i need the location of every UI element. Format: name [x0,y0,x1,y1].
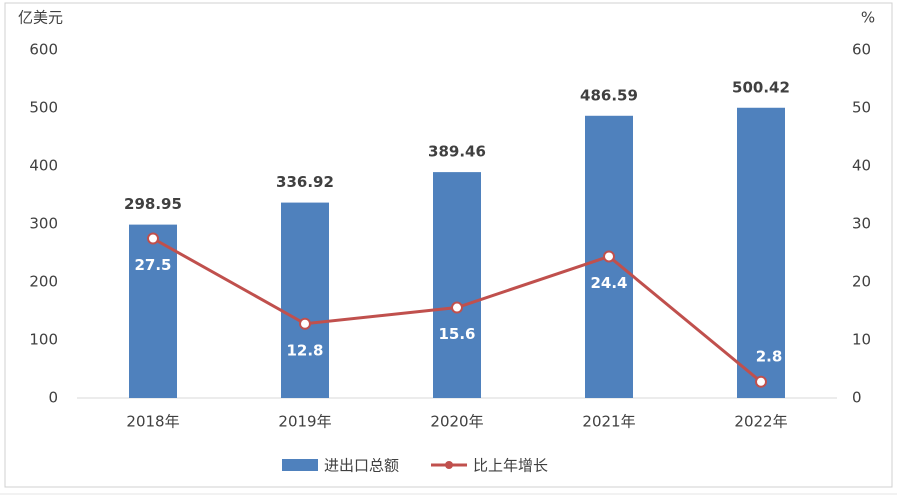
bar [281,202,329,398]
line-point [755,375,767,388]
legend-swatch [282,459,318,471]
y2-unit: % [861,9,875,27]
line-point [299,317,311,330]
y-tick-label: 0 [48,389,58,407]
legend-label: 比上年增长 [473,457,548,475]
x-tick-label: 2020年 [430,413,483,431]
y2-tick-label: 60 [852,41,871,59]
y-tick-label: 200 [29,273,58,291]
y-tick-label: 500 [29,99,58,117]
bar-value-label: 500.42 [732,78,790,96]
line-value-label: 24.4 [590,274,627,292]
x-tick-label: 2018年 [126,413,179,431]
legend-label: 进出口总额 [324,457,399,475]
y-tick-label: 600 [29,41,58,59]
y-tick-label: 100 [29,331,58,349]
y-tick-label: 400 [29,157,58,175]
line-value-label: 12.8 [286,341,323,359]
line-point [451,301,463,314]
line-value-label: 27.5 [134,256,171,274]
bar-value-label: 389.46 [428,143,486,161]
line-value-label: 2.8 [756,347,783,365]
bar [129,224,177,398]
y-unit: 亿美元 [18,9,63,27]
x-tick-label: 2021年 [582,413,635,431]
bar-value-label: 336.92 [276,173,334,191]
line-value-label: 15.6 [438,325,475,343]
y2-tick-label: 50 [852,99,871,117]
x-tick-label: 2022年 [734,413,787,431]
line-point [603,250,615,263]
y2-tick-label: 40 [852,157,871,175]
y-tick-label: 300 [29,215,58,233]
y2-tick-label: 10 [852,331,871,349]
y2-tick-label: 30 [852,215,871,233]
y2-tick-label: 20 [852,273,871,291]
bar [737,107,785,398]
bar-value-label: 486.59 [580,86,638,104]
line-point [147,232,159,245]
legend-swatch-dot [445,461,454,469]
x-tick-label: 2019年 [278,413,331,431]
bar [433,172,481,398]
bar-value-label: 298.95 [124,195,182,213]
y2-tick-label: 0 [852,389,862,407]
